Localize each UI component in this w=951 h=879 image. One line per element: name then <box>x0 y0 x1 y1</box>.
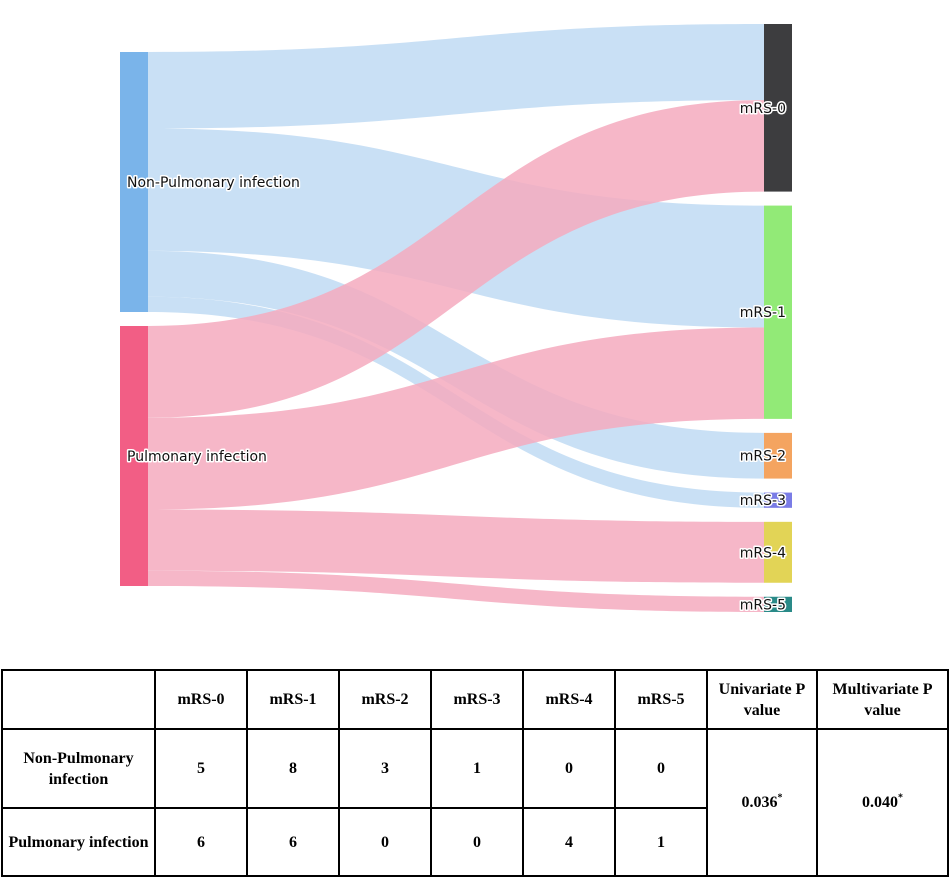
table-cell: 6 <box>154 807 248 877</box>
significance-mark: * <box>777 792 783 804</box>
source-node <box>120 326 148 586</box>
header-univariate-p: Univariate P value <box>706 669 818 730</box>
target-node-label: mRS-4 <box>740 545 786 561</box>
header-mrs-1: mRS-1 <box>246 669 340 730</box>
sankey-links <box>148 24 764 612</box>
significance-mark: * <box>898 792 903 804</box>
header-empty-cell <box>1 669 156 730</box>
source-node-label: Pulmonary infection <box>127 449 267 465</box>
flow-link <box>148 327 764 510</box>
sankey-diagram: Non-Pulmonary infection Pulmonary infecti… <box>120 24 792 615</box>
table-cell: 6 <box>246 807 340 877</box>
target-node-label: mRS-1 <box>740 305 786 321</box>
row-label: Non-Pulmonary infection <box>1 728 156 809</box>
source-node-label: Non-Pulmonary infection <box>127 175 300 191</box>
flow-link <box>148 570 764 612</box>
target-node <box>764 492 792 508</box>
table-cell: 0 <box>430 807 524 877</box>
header-multivariate-p: Multivariate P value <box>816 669 949 730</box>
multivariate-p-cell: 0.040* <box>816 728 949 877</box>
univariate-p-value: 0.036 <box>741 794 778 811</box>
header-mrs-5: mRS-5 <box>614 669 708 730</box>
target-node-label: mRS-2 <box>740 449 786 465</box>
header-mrs-2: mRS-2 <box>338 669 432 730</box>
table-row: Non-Pulmonary infection 5 8 3 1 0 0 0.03… <box>1 728 949 877</box>
table-cell: 3 <box>338 728 432 809</box>
table-cell: 5 <box>154 728 248 809</box>
results-table: mRS-0 mRS-1 mRS-2 mRS-3 mRS-4 mRS-5 Univ… <box>1 669 949 877</box>
univariate-p-cell: 0.036* <box>706 728 818 877</box>
table-cell: 1 <box>430 728 524 809</box>
table-cell: 0 <box>522 728 616 809</box>
target-node-label: mRS-0 <box>740 101 786 117</box>
header-mrs-3: mRS-3 <box>430 669 524 730</box>
table-cell: 1 <box>614 807 708 877</box>
table-row: Pulmonary infection 6 6 0 0 4 1 <box>1 807 948 877</box>
header-mrs-0: mRS-0 <box>154 669 248 730</box>
multivariate-p-value: 0.040 <box>862 794 898 811</box>
row-label: Pulmonary infection <box>1 807 156 877</box>
target-node <box>764 596 792 612</box>
target-node <box>764 521 792 583</box>
target-node <box>764 432 792 479</box>
flow-link <box>148 100 764 418</box>
sankey-labels: Non-Pulmonary infection Pulmonary infecti… <box>126 99 788 615</box>
flow-link <box>148 509 764 583</box>
table-cell: 0 <box>338 807 432 877</box>
table-cell: 4 <box>522 807 616 877</box>
target-node <box>764 205 792 419</box>
sankey-nodes <box>120 24 792 612</box>
source-node <box>120 52 148 312</box>
table-cell: 8 <box>246 728 340 809</box>
target-node-label: mRS-5 <box>740 597 786 613</box>
target-node <box>764 24 792 192</box>
header-mrs-4: mRS-4 <box>522 669 616 730</box>
table-header-row: mRS-0 mRS-1 mRS-2 mRS-3 mRS-4 mRS-5 Univ… <box>1 669 949 730</box>
flow-link <box>148 24 764 129</box>
table-cell: 0 <box>614 728 708 809</box>
target-node-label: mRS-3 <box>740 493 786 509</box>
